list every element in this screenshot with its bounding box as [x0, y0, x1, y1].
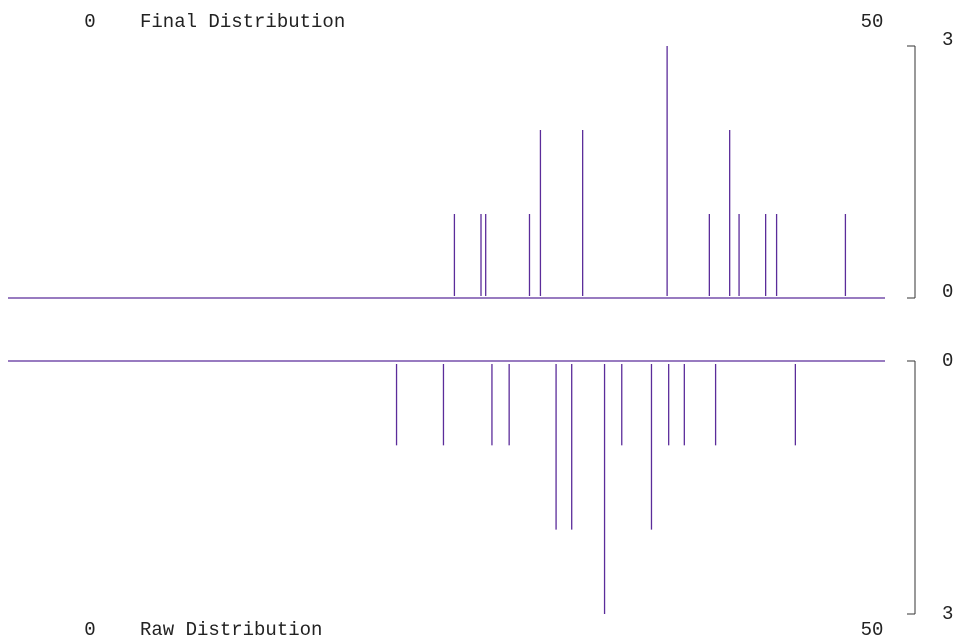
x-tick-label: 50: [861, 11, 884, 33]
y-tick-label: 3: [942, 603, 953, 625]
chart-title: Raw Distribution: [140, 619, 322, 641]
x-tick-label: 50: [861, 619, 884, 641]
x-tick-label: 0: [84, 619, 95, 641]
y-tick-label: 3: [942, 29, 953, 51]
y-tick-label: 0: [942, 281, 953, 303]
chart-title: Final Distribution: [140, 11, 345, 33]
x-tick-label: 0: [84, 11, 95, 33]
y-tick-label: 0: [942, 350, 953, 372]
